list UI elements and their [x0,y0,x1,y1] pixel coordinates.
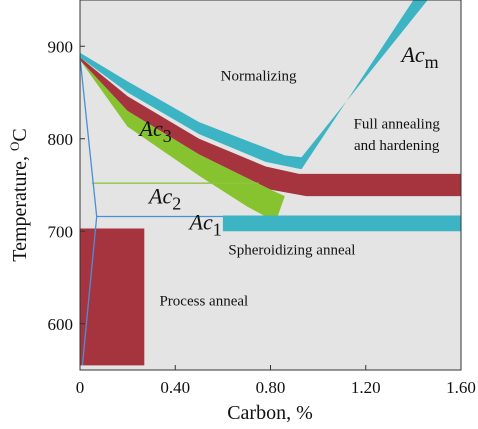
region-label-5: Process anneal [159,293,248,309]
curve-label-4: Acm [399,42,438,72]
line-3 [79,57,98,217]
region-label-2: Full annealing [354,117,441,133]
x-tick-label-1: 0 [76,378,85,397]
line-4 [81,216,98,366]
lines-layer [79,57,259,366]
region-4 [222,215,461,232]
region-label-4: Spheroidizing anneal [228,242,355,258]
region-1 [80,0,428,170]
regions-layer [80,0,461,366]
y-axis-title: Temperature, OC [7,128,32,262]
region-label-3: and hardening [354,138,440,154]
x-tick-label-3: 0.80 [256,378,286,397]
y-tick-label-2: 700 [48,222,74,241]
region-label-1: Normalizing [221,68,297,84]
labels-layer: Normalizing Full annealing and hardening Sp… [138,42,441,309]
region-3 [80,60,285,217]
y-tick-label-4: 900 [48,37,74,56]
region-5 [80,228,145,366]
curve-label-2: Ac2 [147,184,181,214]
x-tick-label-2: 0.40 [160,378,190,397]
y-axis-unit-sup: O [7,142,22,151]
y-tick-label-1: 600 [48,315,74,334]
x-tick-label-4: 1.20 [351,378,381,397]
y-axis-unit: C [9,128,31,141]
ticks-layer: 0 0.40 0.80 1.20 1.60 600 700 800 900 [48,37,476,397]
x-tick-label-5: 1.60 [446,378,476,397]
curve-label-3: Ac1 [188,209,222,239]
y-tick-label-3: 800 [48,130,74,149]
region-2 [80,57,461,197]
svg-text:Temperature, OC: Temperature, OC [7,128,32,262]
x-axis-title: Carbon, % [227,402,313,424]
curve-label-1: Ac3 [138,116,172,146]
y-axis-title-text: Temperature, [9,151,31,262]
